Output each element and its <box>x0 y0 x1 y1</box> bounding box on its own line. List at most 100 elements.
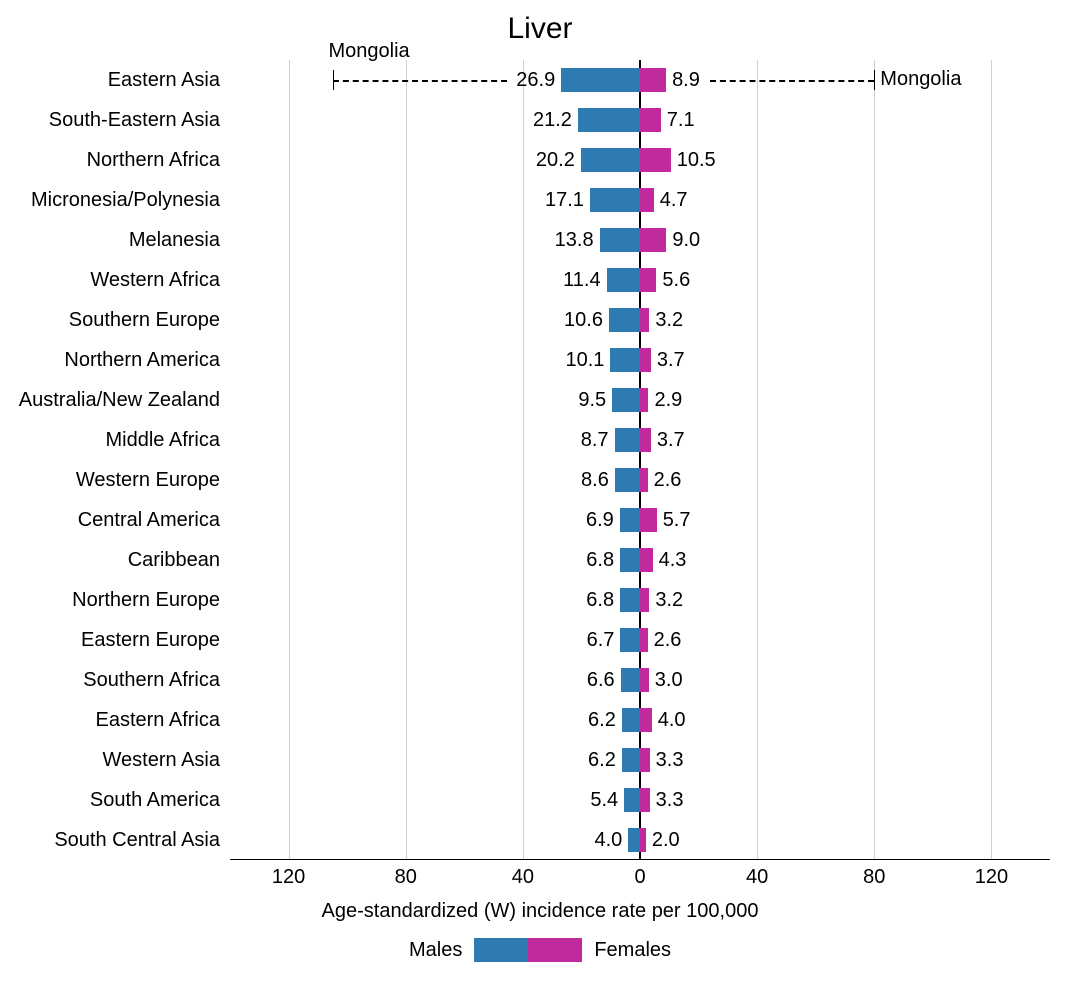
bar-female <box>640 748 650 772</box>
x-tick-label: 40 <box>512 866 534 889</box>
x-tick-label: 40 <box>746 866 768 889</box>
chart-row: 5.4 3.3 <box>230 780 1050 820</box>
annotation-tick-female <box>874 70 875 90</box>
bar-female <box>640 828 646 852</box>
region-label: Eastern Asia <box>108 60 220 100</box>
value-male: 20.2 <box>536 140 575 180</box>
region-label: South-Eastern Asia <box>49 100 220 140</box>
bar-male <box>620 588 640 612</box>
value-male: 8.6 <box>581 460 609 500</box>
region-label: Western Asia <box>103 740 220 780</box>
plot-area: 26.9 8.9 21.2 7.120.210.517.1 4.713.89.011.4… <box>230 60 1050 860</box>
chart-row: 21.2 7.1 <box>230 100 1050 140</box>
value-female: 3.3 <box>656 740 684 780</box>
value-male: 10.1 <box>565 340 604 380</box>
chart-row: 4.0 2.0 <box>230 820 1050 860</box>
region-label: Eastern Europe <box>81 620 220 660</box>
bar-female <box>640 468 648 492</box>
bar-male <box>581 148 640 172</box>
bar-male <box>620 548 640 572</box>
chart-container: Liver 26.98.921.27.120.210.517.14.713.89… <box>0 0 1080 999</box>
region-label: Central America <box>78 500 220 540</box>
bar-female <box>640 668 649 692</box>
value-male: 5.4 <box>590 780 618 820</box>
chart-row: 6.8 4.3 <box>230 540 1050 580</box>
x-tick-label: 120 <box>975 866 1008 889</box>
value-female: 2.6 <box>654 620 682 660</box>
x-axis-title: Age-standardized (W) incidence rate per … <box>0 900 1080 923</box>
chart-row: 9.5 2.9 <box>230 380 1050 420</box>
bar-male <box>620 628 640 652</box>
legend-label-males: Males <box>409 939 462 962</box>
chart-row: 6.23.3 <box>230 740 1050 780</box>
region-label: Western Africa <box>90 260 220 300</box>
value-female: 2.6 <box>654 460 682 500</box>
bar-male <box>607 268 640 292</box>
legend-swatch-females <box>528 938 582 962</box>
value-male: 4.0 <box>594 820 622 860</box>
value-male: 6.7 <box>587 620 615 660</box>
chart-row: 6.63.0 <box>230 660 1050 700</box>
bar-female <box>640 268 656 292</box>
legend-label-females: Females <box>594 939 671 962</box>
value-male: 8.7 <box>581 420 609 460</box>
chart-row: 6.9 5.7 <box>230 500 1050 540</box>
region-label: South Central Asia <box>54 820 220 860</box>
bar-male <box>620 508 640 532</box>
bar-female <box>640 588 649 612</box>
value-female: 3.7 <box>657 420 685 460</box>
value-male: 13.8 <box>555 220 594 260</box>
legend: Males Females <box>0 938 1080 962</box>
value-female: 4.7 <box>660 180 688 220</box>
region-label: Eastern Africa <box>95 700 220 740</box>
region-label: Northern Africa <box>87 140 220 180</box>
bar-female <box>640 788 650 812</box>
value-female: 5.7 <box>663 500 691 540</box>
value-female: 3.3 <box>656 780 684 820</box>
region-label: Melanesia <box>129 220 220 260</box>
region-label: Micronesia/Polynesia <box>31 180 220 220</box>
value-female: 4.3 <box>659 540 687 580</box>
chart-row: 20.210.5 <box>230 140 1050 180</box>
bar-male <box>628 828 640 852</box>
bar-female <box>640 428 651 452</box>
legend-swatch-males <box>474 938 528 962</box>
x-tick-label: 0 <box>634 866 645 889</box>
chart-row: 10.63.2 <box>230 300 1050 340</box>
chart-row: 11.45.6 <box>230 260 1050 300</box>
bar-male <box>612 388 640 412</box>
value-female: 3.0 <box>655 660 683 700</box>
x-tick-label: 80 <box>863 866 885 889</box>
bar-female <box>640 348 651 372</box>
value-male: 9.5 <box>578 380 606 420</box>
region-label: Northern America <box>64 340 220 380</box>
bar-male <box>561 68 640 92</box>
x-tick-label: 120 <box>272 866 305 889</box>
bar-male <box>590 188 640 212</box>
bar-female <box>640 548 653 572</box>
value-female: 8.9 <box>672 60 700 100</box>
bar-female <box>640 148 671 172</box>
value-female: 2.9 <box>654 380 682 420</box>
value-female: 2.0 <box>652 820 680 860</box>
bar-male <box>610 348 640 372</box>
bar-male <box>615 428 640 452</box>
value-male: 17.1 <box>545 180 584 220</box>
value-female: 3.2 <box>655 300 683 340</box>
value-male: 6.9 <box>586 500 614 540</box>
region-label: Caribbean <box>128 540 220 580</box>
value-male: 11.4 <box>563 260 600 300</box>
chart-row: 13.89.0 <box>230 220 1050 260</box>
bar-female <box>640 188 654 212</box>
value-male: 21.2 <box>533 100 572 140</box>
bar-female <box>640 628 648 652</box>
chart-row: 6.83.2 <box>230 580 1050 620</box>
bar-male <box>621 668 640 692</box>
value-female: 7.1 <box>667 100 695 140</box>
chart-row: 6.24.0 <box>230 700 1050 740</box>
value-male: 6.8 <box>586 540 614 580</box>
bar-male <box>609 308 640 332</box>
value-female: 4.0 <box>658 700 686 740</box>
annotation-label-female: Mongolia <box>880 68 961 91</box>
value-male: 26.9 <box>516 60 555 100</box>
